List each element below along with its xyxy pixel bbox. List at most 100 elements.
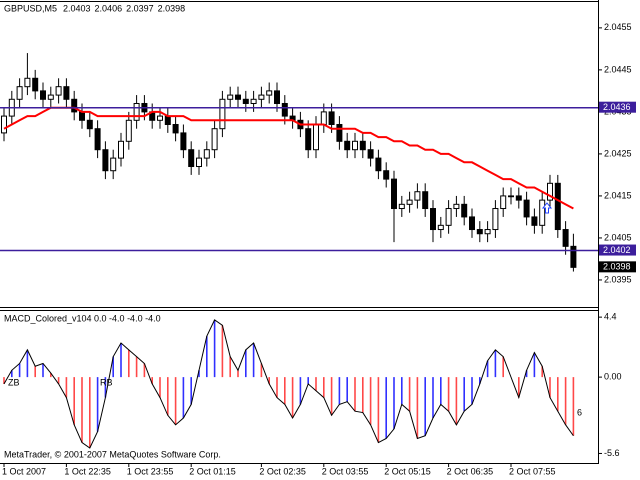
candle-body — [469, 216, 475, 231]
footer: MetaTrader, © 2001-2007 MetaQuotes Softw… — [4, 449, 221, 459]
candle-body — [133, 102, 140, 121]
candle-body — [164, 115, 171, 125]
y-tick-label: 4.4 — [604, 312, 617, 322]
candle-body — [196, 157, 202, 168]
candle-body — [523, 199, 530, 218]
candle-body — [102, 149, 109, 172]
title-price: 2.0397 — [126, 3, 154, 13]
candle-body — [172, 123, 179, 134]
x-tick-label: 2 Oct 06:35 — [447, 466, 494, 476]
candle-body — [118, 140, 124, 159]
y-tick-label: 2.0415 — [604, 190, 632, 200]
candle-body — [242, 98, 249, 104]
x-tick-label: 2 Oct 07:55 — [509, 466, 556, 476]
candle-body — [406, 199, 413, 205]
annotation: RB — [100, 377, 113, 387]
level-label: 2.0402 — [603, 245, 631, 255]
candle-body — [24, 77, 31, 88]
candle-body — [203, 149, 210, 159]
y-tick-label: 0.00 — [604, 371, 622, 381]
candle-body — [352, 140, 358, 151]
time-axis: 1 Oct 2007 1 Oct 22:35 1 Oct 23:55 2 Oct 01… — [2, 463, 556, 476]
level-label-box — [599, 101, 636, 113]
candle-body — [398, 203, 405, 210]
candle-body — [508, 195, 514, 198]
x-tick-label: 2 Oct 05:15 — [384, 466, 431, 476]
macd-panel: 4.4 0.00 -5.6 — [3, 312, 622, 458]
candle-body — [110, 157, 117, 172]
candle-body — [305, 128, 312, 151]
annotation: 6 — [577, 407, 582, 417]
candle-body — [414, 191, 421, 201]
candle-body — [94, 128, 101, 151]
candle-body — [445, 208, 452, 226]
candle-body — [375, 157, 382, 172]
candle-body — [157, 115, 163, 121]
candle-body — [539, 199, 546, 226]
candle-body — [453, 203, 460, 210]
candle-body — [16, 86, 23, 100]
candle-body — [40, 90, 46, 100]
x-tick-label: 2 Oct 02:35 — [259, 466, 306, 476]
level-label: 2.0436 — [603, 102, 631, 112]
indicator-line — [3, 319, 574, 449]
candle-body — [47, 94, 54, 100]
candle-body — [476, 229, 483, 235]
level-label-box — [599, 244, 636, 256]
candle-body — [328, 111, 335, 125]
candle-body — [492, 208, 499, 231]
candle-body — [125, 119, 132, 142]
candle-body — [219, 98, 226, 130]
y-tick-label: 2.0425 — [604, 148, 632, 158]
chart-title: GBPUSD,M5 — [4, 3, 57, 13]
candle-body — [258, 94, 265, 100]
candle-body — [437, 224, 444, 231]
x-tick-label: 1 Oct 23:55 — [127, 466, 174, 476]
y-tick-label: 2.0405 — [604, 232, 632, 242]
candle-body — [430, 208, 436, 231]
candle-body — [570, 245, 577, 268]
candle-body — [383, 170, 390, 180]
x-tick-label: 1 Oct 22:35 — [64, 466, 111, 476]
candle-body — [235, 94, 241, 100]
candle-body — [336, 123, 343, 142]
candle-body — [313, 123, 319, 151]
annotation: ZB — [8, 377, 20, 387]
candle-body — [188, 149, 195, 168]
title-price: 2.0403 — [63, 3, 91, 13]
candle-body — [63, 86, 70, 100]
candle-body — [250, 98, 257, 104]
candle-body — [547, 182, 553, 201]
candle-body — [211, 128, 218, 151]
candle-body — [1, 115, 7, 134]
candle-body — [422, 191, 429, 210]
candle-body — [531, 216, 538, 226]
candle-body — [266, 90, 273, 96]
candle-body — [86, 119, 93, 130]
title-price: 2.0406 — [95, 3, 123, 13]
price-label: 2.0398 — [603, 262, 631, 272]
candle-body — [554, 182, 561, 231]
candle-body — [71, 98, 78, 113]
candle-body — [367, 149, 374, 159]
candle-body — [500, 195, 507, 210]
candle-body — [391, 178, 397, 210]
y-tick-label: 2.0395 — [604, 274, 632, 284]
arrow-marker — [541, 202, 553, 214]
indicator-title: MACD_Colored_v104 0.0 -4.0 -4.0 -4.0 — [4, 313, 161, 323]
candle-body — [515, 195, 522, 201]
candle-body — [359, 140, 366, 151]
title-price: 2.0398 — [158, 3, 186, 13]
candle-body — [344, 140, 351, 151]
candle-body — [320, 111, 327, 125]
moving-average — [3, 106, 574, 210]
candle-body — [180, 132, 187, 151]
candle-body — [227, 94, 234, 100]
candle-body — [274, 90, 280, 104]
x-tick-label: 2 Oct 03:55 — [322, 466, 369, 476]
y-tick-label: 2.0445 — [604, 64, 632, 74]
candle-body — [562, 229, 569, 247]
candle-body — [484, 229, 491, 235]
